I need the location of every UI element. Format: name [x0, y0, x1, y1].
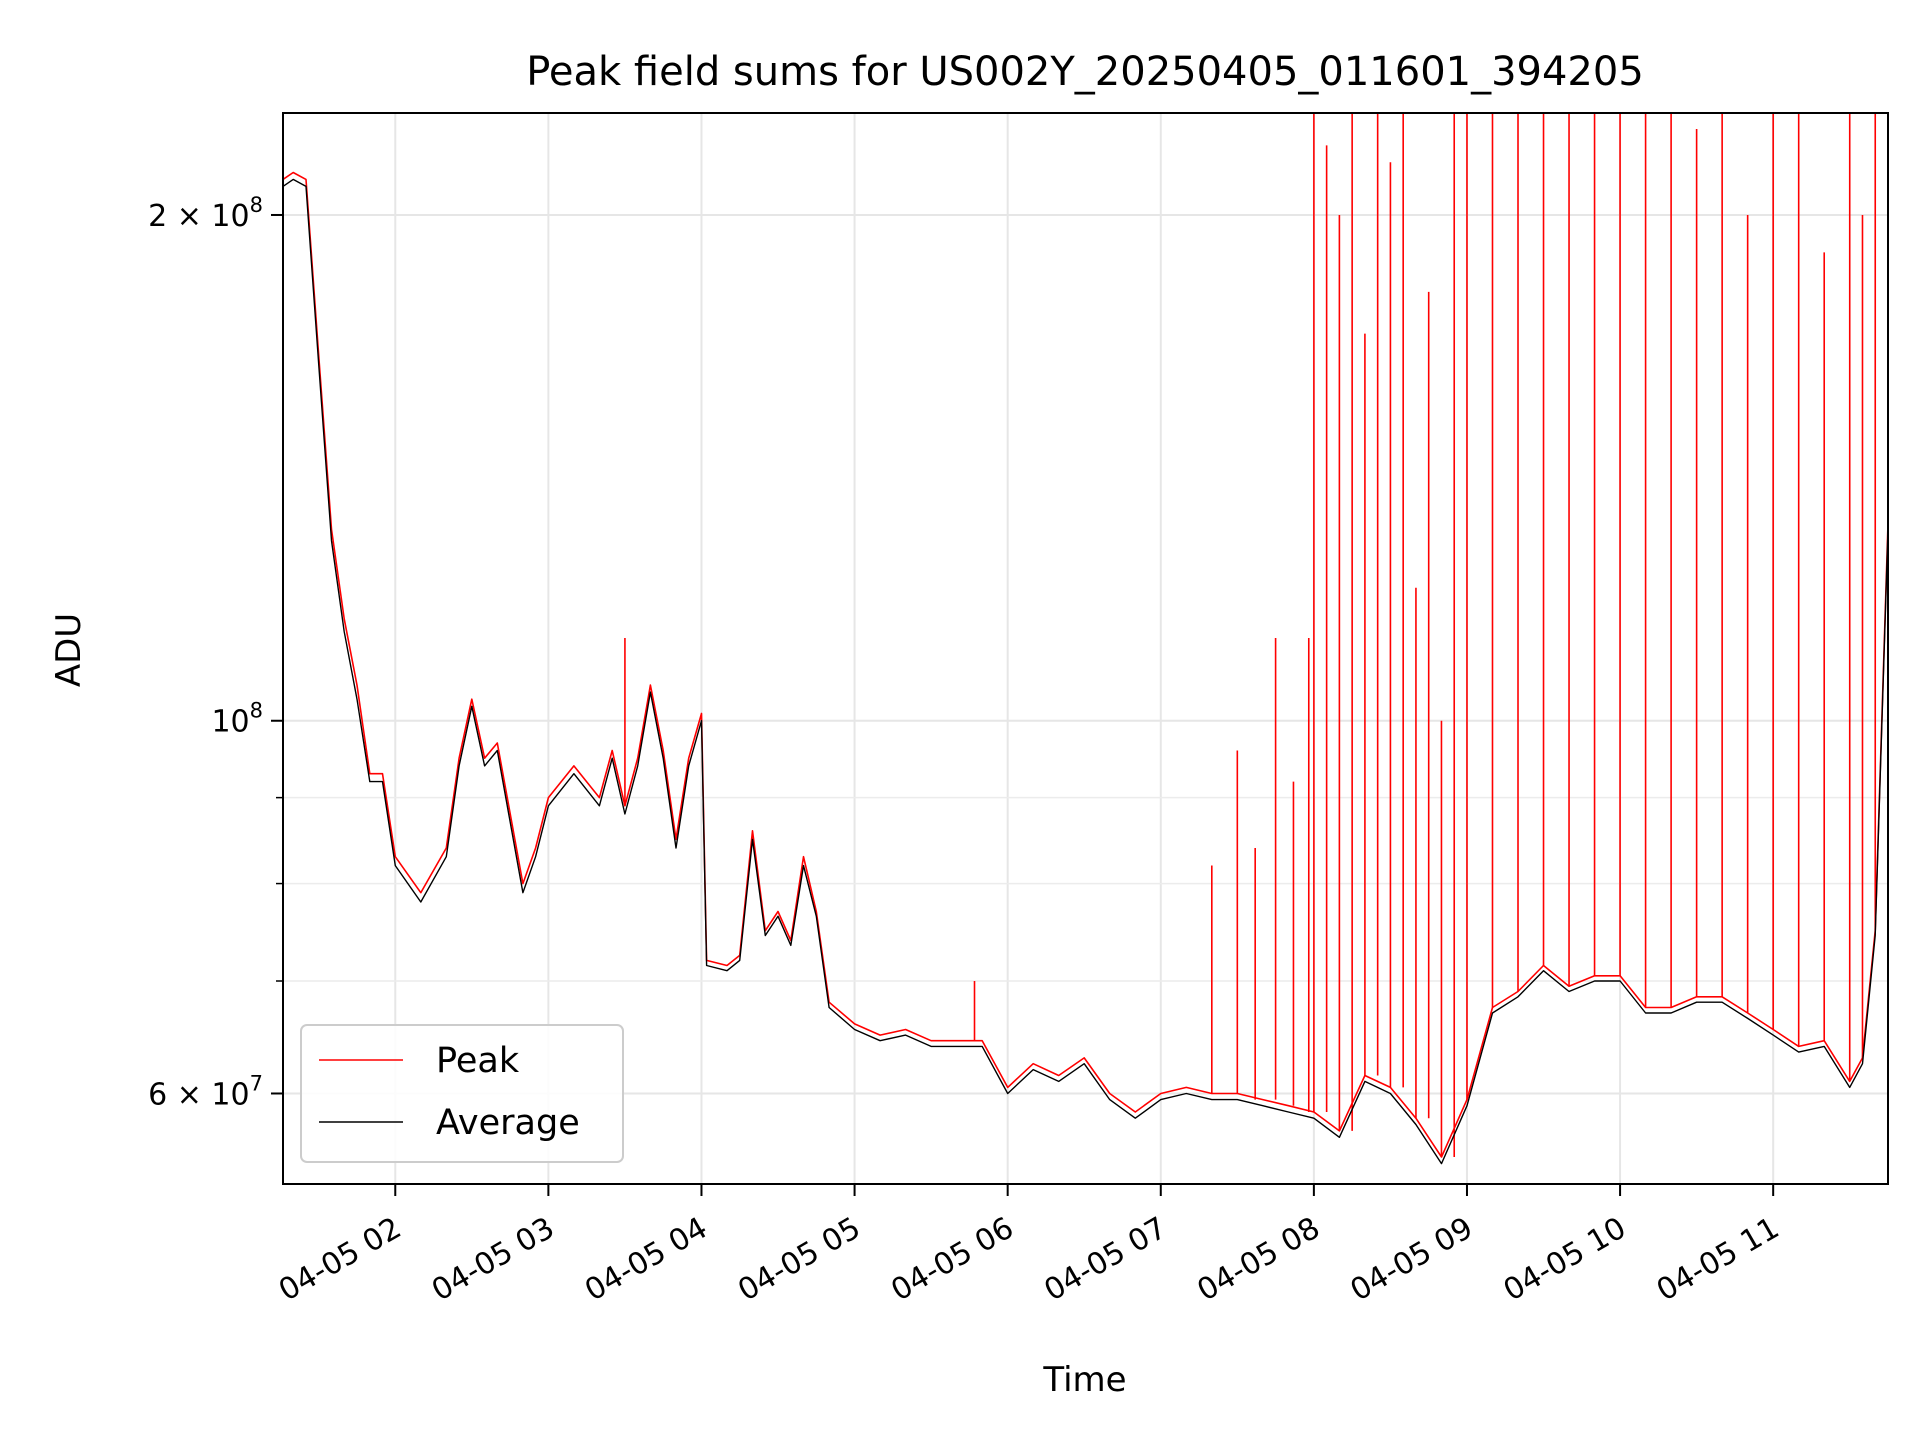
legend-label-average: Average — [436, 1103, 580, 1143]
y-tick-base: 6 × 10 — [148, 1077, 249, 1112]
y-axis-title: ADU — [49, 613, 89, 687]
plot-frame — [282, 112, 1889, 1185]
chart-title: Peak field sums for US002Y_20250405_0116… — [526, 49, 1644, 95]
legend: Peak Average — [300, 1024, 624, 1163]
y-tick-exponent: 7 — [250, 1071, 263, 1095]
y-tick-base: 2 × 10 — [148, 199, 249, 234]
y-tick-base: 10 — [211, 705, 249, 740]
y-tick-label: 108 — [211, 699, 263, 740]
x-axis-title: Time — [1042, 1360, 1126, 1400]
y-tick-label: 6 × 107 — [148, 1071, 263, 1112]
series-line-average — [282, 178, 1889, 1165]
y-tick-exponent: 8 — [250, 699, 263, 723]
plot-lines — [282, 113, 1889, 1165]
y-tick-exponent: 8 — [250, 193, 263, 217]
series-line-peak — [282, 171, 1889, 1158]
legend-label-peak: Peak — [436, 1041, 520, 1081]
y-tick-label: 2 × 108 — [148, 193, 263, 234]
